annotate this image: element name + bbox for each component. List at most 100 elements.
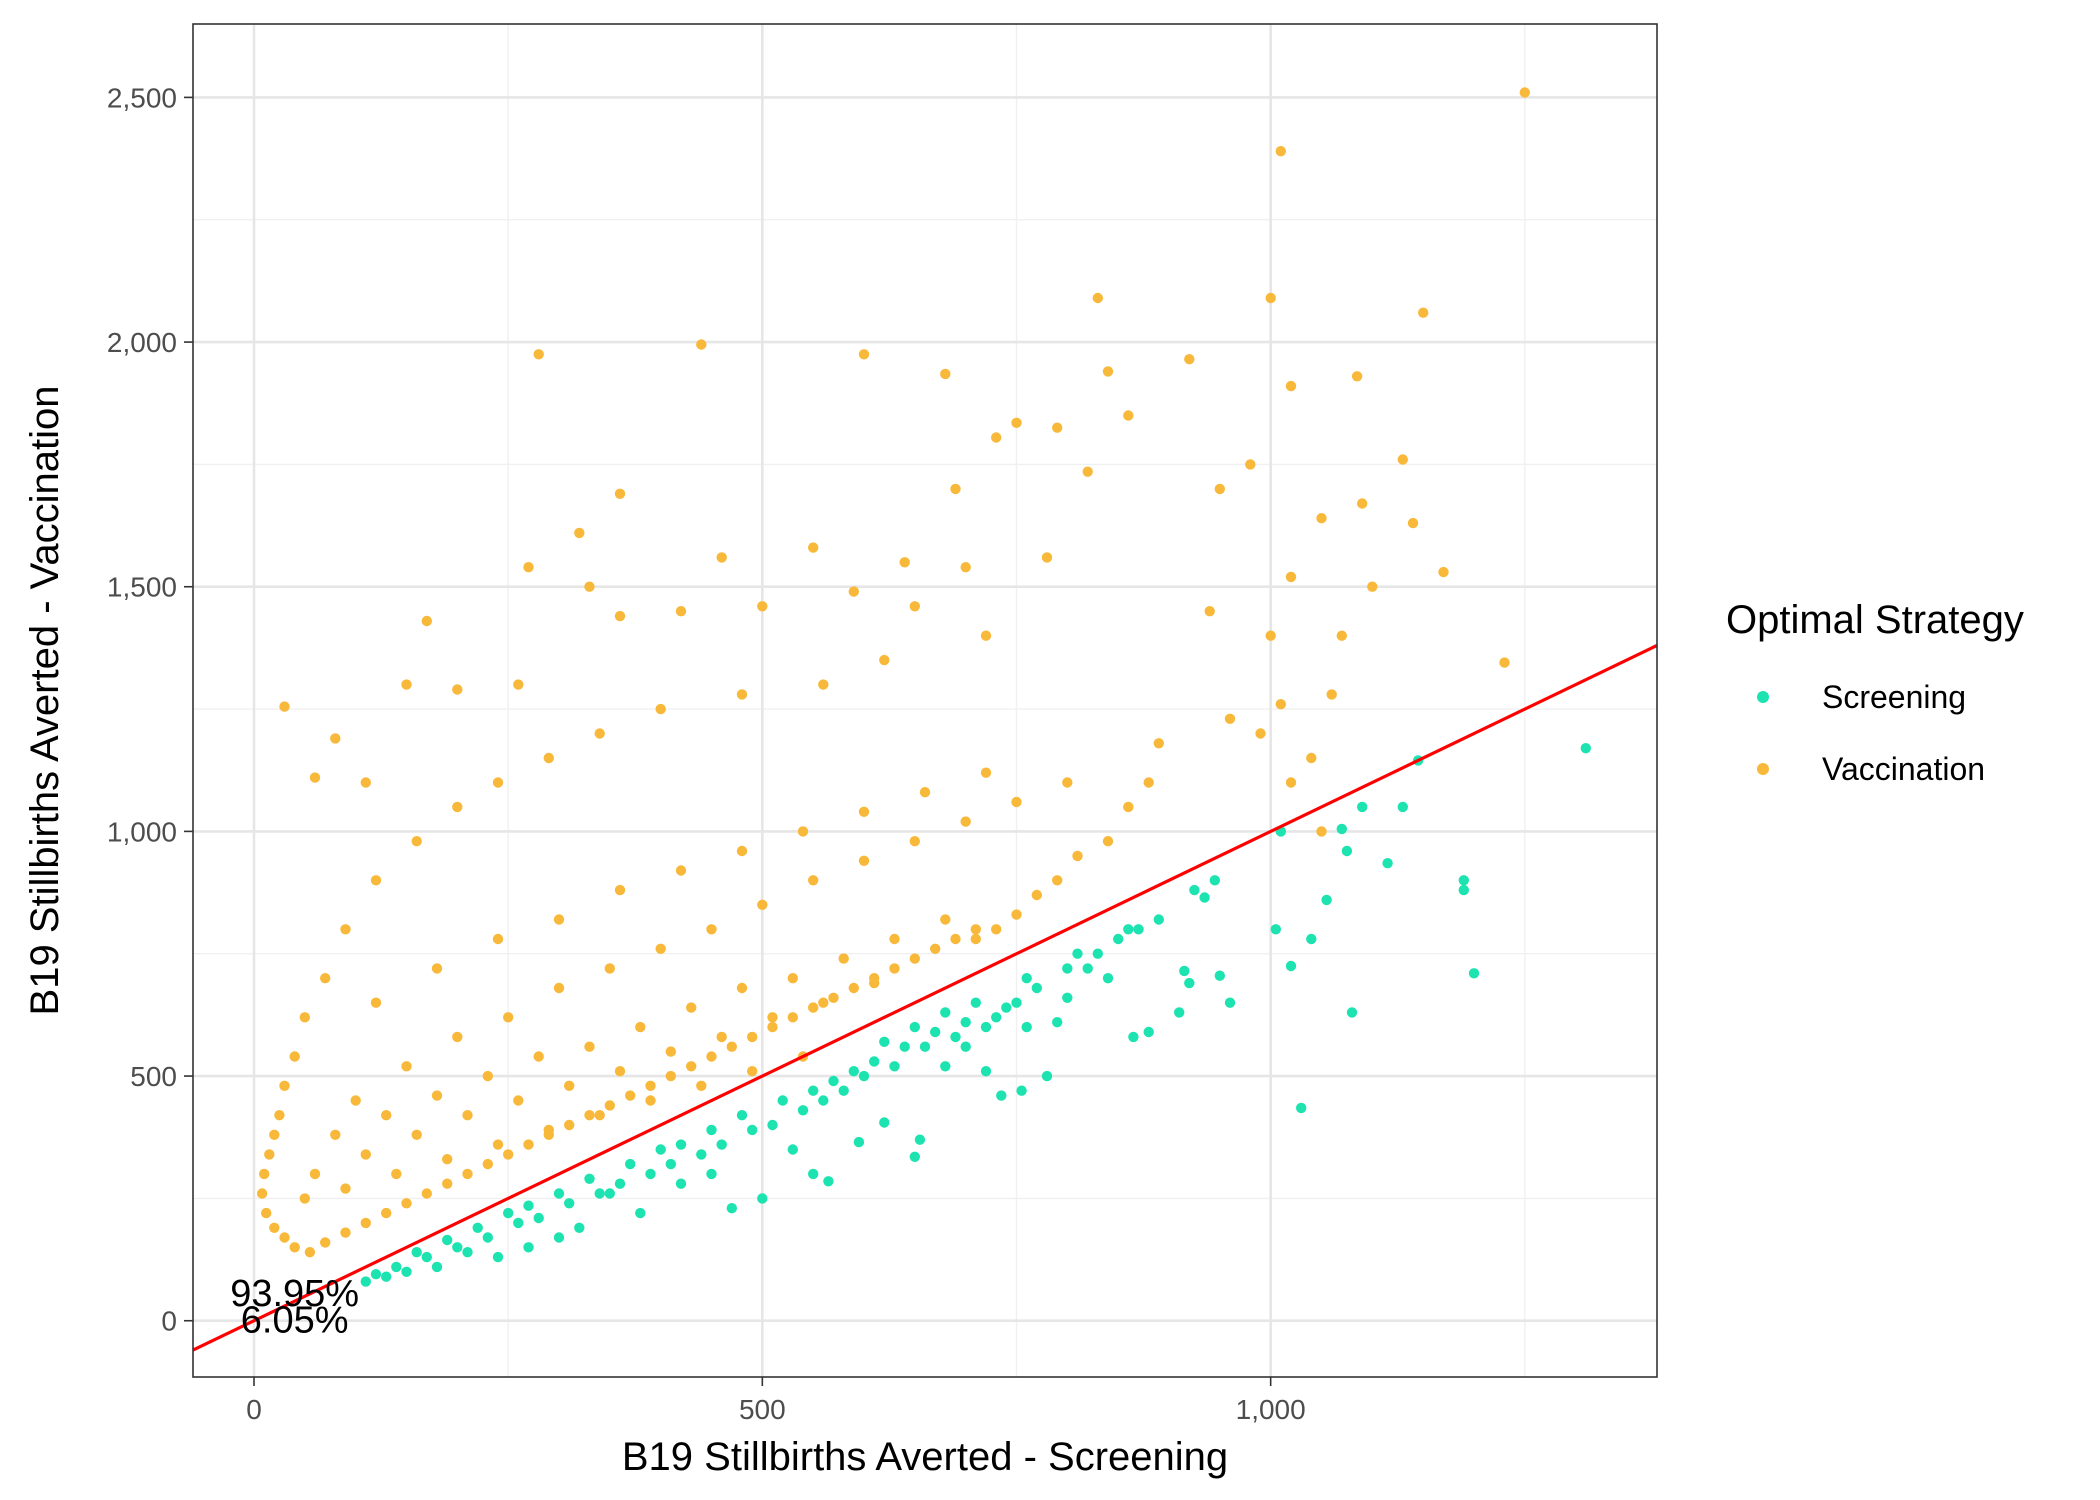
data-point (264, 1149, 275, 1160)
data-point (421, 615, 432, 627)
data-point (991, 924, 1002, 935)
data-point (777, 1095, 788, 1106)
data-point (381, 1110, 392, 1121)
data-point (492, 777, 504, 788)
data-point (401, 1061, 412, 1072)
data-point (645, 1095, 656, 1106)
data-point (421, 1188, 432, 1199)
data-point (391, 1261, 402, 1273)
reference-line (192, 644, 1658, 1352)
x-tick-label: 500 (739, 1394, 786, 1425)
x-tick-label: 0 (246, 1394, 262, 1425)
data-point (1143, 1026, 1154, 1038)
data-point (645, 1080, 656, 1092)
data-point (950, 1031, 961, 1043)
data-point (960, 816, 971, 827)
data-point (899, 1041, 910, 1052)
data-point (747, 1031, 758, 1043)
data-point (736, 689, 748, 700)
data-point (1102, 366, 1114, 377)
data-point (1346, 1007, 1358, 1018)
data-point (909, 953, 920, 964)
data-point (848, 982, 859, 994)
data-point (625, 1158, 636, 1170)
legend-entries: Screening Vaccination (1757, 679, 1985, 787)
data-point (309, 772, 321, 783)
data-point (320, 973, 331, 984)
y-tick-label: 0 (161, 1306, 177, 1337)
data-point (452, 801, 463, 813)
data-point (370, 997, 382, 1008)
data-point (1224, 997, 1236, 1008)
data-point (1072, 850, 1083, 862)
data-point (1306, 933, 1317, 945)
data-point (747, 1066, 758, 1077)
data-point (1458, 875, 1470, 886)
x-axis: 0 500 1,000 (246, 1377, 1306, 1425)
data-point (726, 1041, 737, 1052)
data-point (757, 899, 768, 910)
data-point (919, 787, 931, 798)
data-point (584, 1041, 595, 1052)
data-point (980, 767, 992, 778)
data-point (787, 973, 798, 984)
data-point (1123, 924, 1134, 935)
data-point (604, 1100, 615, 1111)
data-point (879, 1117, 890, 1128)
data-point (1143, 777, 1154, 788)
data-point (1245, 459, 1256, 470)
data-point (869, 977, 880, 989)
data-point (909, 836, 920, 847)
data-point (1001, 1002, 1012, 1013)
data-point (370, 875, 382, 886)
data-point (706, 1168, 717, 1180)
data-point (1270, 924, 1282, 935)
data-point (1184, 354, 1195, 365)
data-point (533, 1051, 544, 1062)
data-point (564, 1080, 575, 1092)
data-point (736, 1110, 748, 1121)
data-point (808, 1002, 819, 1013)
data-point (899, 557, 910, 568)
data-point (940, 1007, 951, 1018)
data-point (340, 1227, 351, 1238)
legend-key-screening (1757, 691, 1769, 703)
data-point (757, 1193, 768, 1204)
data-point (452, 1242, 463, 1253)
data-point (391, 1168, 402, 1180)
data-point (452, 1031, 463, 1043)
data-point (523, 1200, 534, 1211)
data-point (1062, 963, 1073, 974)
data-point (1102, 836, 1114, 847)
data-point (1407, 517, 1419, 529)
data-point (309, 1168, 321, 1180)
data-point (411, 1247, 422, 1258)
data-point (1357, 498, 1368, 509)
data-point (787, 1144, 798, 1155)
data-point (706, 924, 717, 935)
data-point (411, 1129, 422, 1141)
data-point (1123, 410, 1134, 421)
data-point (401, 679, 412, 690)
data-point (442, 1234, 453, 1246)
data-point (716, 1031, 727, 1043)
data-point (808, 542, 819, 553)
data-point (442, 1178, 453, 1189)
data-point (553, 914, 565, 925)
data-point (1397, 801, 1409, 813)
data-point (360, 1276, 371, 1287)
data-point (991, 432, 1002, 443)
data-point (492, 933, 504, 945)
data-point (553, 982, 565, 994)
data-point (1265, 292, 1276, 304)
data-point (1367, 581, 1378, 592)
data-point (289, 1242, 300, 1253)
data-point (706, 1051, 717, 1062)
data-point (523, 1139, 534, 1150)
data-point (604, 963, 615, 974)
data-point (330, 1129, 341, 1141)
data-point (482, 1158, 493, 1170)
data-point (1092, 292, 1104, 304)
data-point (614, 1178, 626, 1189)
data-point (970, 933, 981, 945)
